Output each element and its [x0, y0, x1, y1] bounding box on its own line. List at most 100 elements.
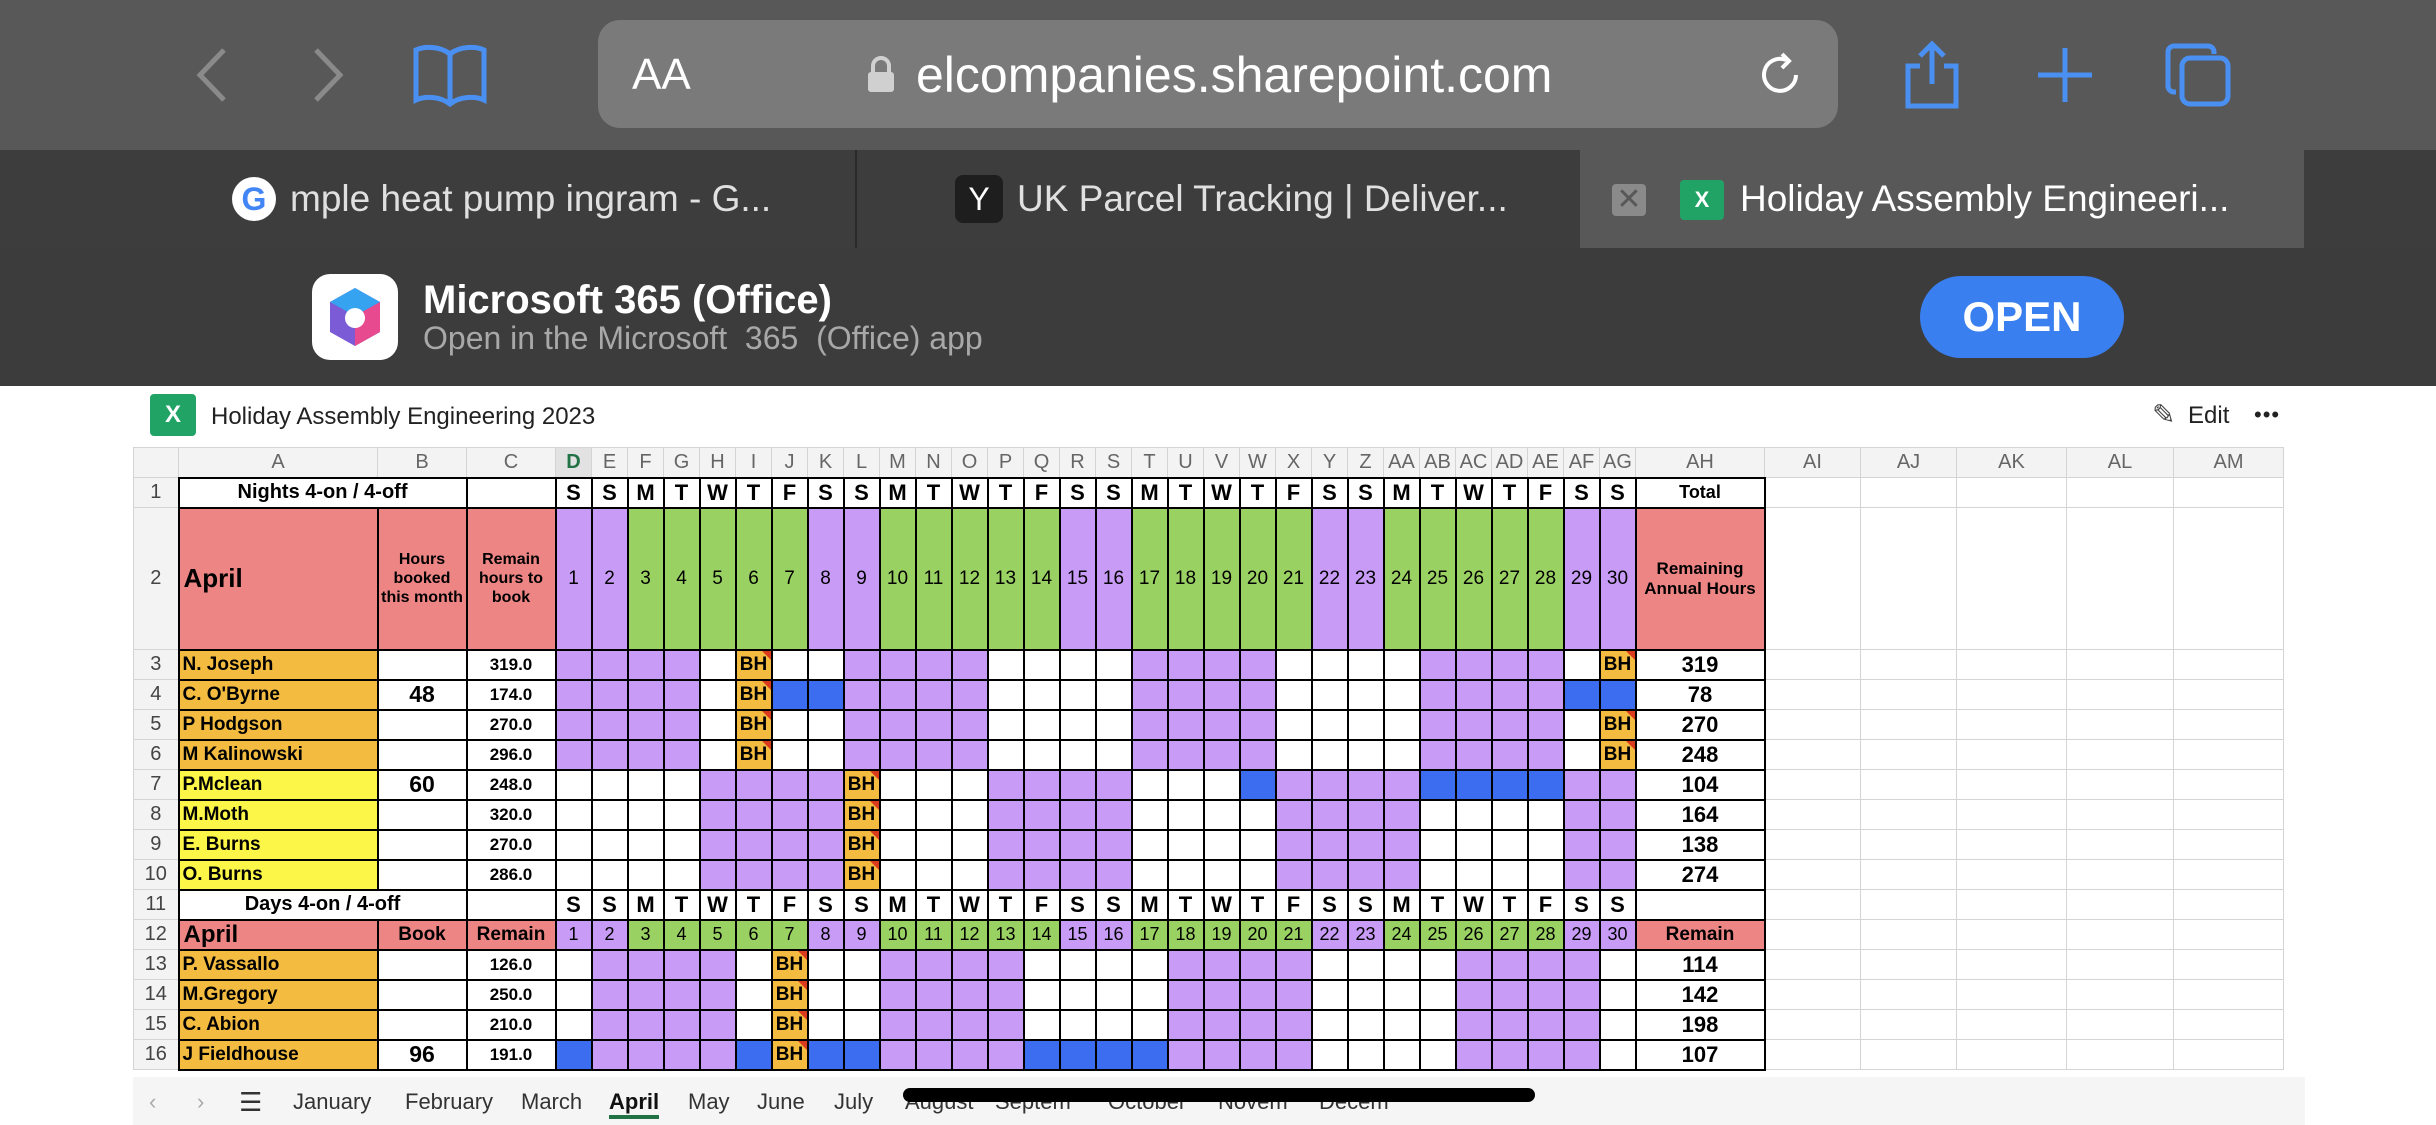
shift-cell[interactable]	[662, 738, 701, 771]
sheet-tab-february[interactable]: February	[405, 1089, 494, 1114]
day-number-cell[interactable]: 25	[1418, 918, 1457, 951]
hours-booked-cell[interactable]: 96	[376, 1038, 468, 1071]
shift-cell[interactable]	[1310, 738, 1349, 771]
shift-cell[interactable]	[1202, 768, 1241, 801]
weekday-cell[interactable]: T	[986, 476, 1025, 509]
shift-cell[interactable]	[1094, 738, 1133, 771]
column-header[interactable]: Z	[1347, 447, 1384, 478]
url-text[interactable]: elcompanies.sharepoint.com	[916, 47, 1553, 103]
shift-cell[interactable]	[1418, 1008, 1457, 1041]
weekday-cell[interactable]: S	[842, 888, 881, 921]
remaining-annual-cell[interactable]: 107	[1634, 1038, 1766, 1071]
empty-cell[interactable]	[2173, 649, 2284, 680]
shift-cell[interactable]	[1526, 798, 1565, 831]
shift-cell[interactable]	[1094, 708, 1133, 741]
shift-cell[interactable]	[734, 768, 773, 801]
employee-name[interactable]: M Kalinowski	[177, 738, 379, 771]
shift-cell[interactable]	[1526, 1008, 1565, 1041]
empty-cell[interactable]	[2173, 507, 2284, 650]
back-icon[interactable]	[180, 40, 250, 110]
weekday-cell[interactable]: F	[1022, 476, 1061, 509]
day-number-cell[interactable]: 15	[1058, 918, 1097, 951]
empty-cell[interactable]	[1956, 679, 2067, 710]
shift-cell[interactable]	[1274, 738, 1313, 771]
shift-cell[interactable]	[1526, 1038, 1565, 1071]
day-number-cell[interactable]: 2	[590, 506, 629, 651]
shift-cell[interactable]	[698, 828, 737, 861]
pencil-icon[interactable]: ✎	[2152, 399, 2176, 430]
shift-cell[interactable]	[1490, 798, 1529, 831]
bank-holiday-cell[interactable]: BH	[734, 678, 773, 711]
shift-cell[interactable]	[1094, 1038, 1133, 1071]
weekday-cell[interactable]: F	[1274, 888, 1313, 921]
weekday-cell[interactable]: F	[770, 888, 809, 921]
row-header[interactable]: 14	[133, 979, 179, 1010]
weekday-cell[interactable]: W	[698, 476, 737, 509]
shift-cell[interactable]	[1526, 828, 1565, 861]
shift-cell[interactable]	[806, 648, 845, 681]
remaining-annual-cell[interactable]: 248	[1634, 738, 1766, 771]
remain-hours-cell[interactable]: 248.0	[465, 768, 557, 801]
empty-cell[interactable]	[2066, 859, 2174, 890]
shift-cell[interactable]	[698, 798, 737, 831]
shift-cell[interactable]	[1562, 708, 1601, 741]
day-number-cell[interactable]: 23	[1346, 918, 1385, 951]
column-header[interactable]: AJ	[1860, 447, 1957, 478]
day-number-cell[interactable]: 13	[986, 506, 1025, 651]
weekday-cell[interactable]: S	[1058, 476, 1097, 509]
shift-cell[interactable]	[626, 978, 665, 1011]
shift-cell[interactable]	[554, 648, 593, 681]
shift-cell[interactable]	[1526, 858, 1565, 891]
empty-cell[interactable]	[1764, 979, 1861, 1010]
shift-cell[interactable]	[914, 948, 953, 981]
weekday-cell[interactable]: S	[842, 476, 881, 509]
empty-cell[interactable]	[1860, 949, 1957, 980]
remain-hours-cell[interactable]: 270.0	[465, 708, 557, 741]
day-number-cell[interactable]: 29	[1562, 918, 1601, 951]
column-header[interactable]: O	[951, 447, 988, 478]
tab-holiday-assembly[interactable]: ✕ X Holiday Assembly Engineeri...	[1580, 150, 2304, 248]
remaining-annual-cell[interactable]: 270	[1634, 708, 1766, 741]
shift-cell[interactable]	[1094, 948, 1133, 981]
column-header[interactable]: S	[1095, 447, 1132, 478]
column-header[interactable]: Q	[1023, 447, 1060, 478]
shift-cell[interactable]	[1346, 678, 1385, 711]
weekday-cell[interactable]: T	[1166, 476, 1205, 509]
shift-cell[interactable]	[734, 828, 773, 861]
shift-cell[interactable]	[662, 678, 701, 711]
day-number-cell[interactable]: 27	[1490, 918, 1529, 951]
shift-cell[interactable]	[1346, 978, 1385, 1011]
shift-cell[interactable]	[914, 768, 953, 801]
shift-cell[interactable]	[662, 708, 701, 741]
shift-cell[interactable]	[662, 978, 701, 1011]
shift-cell[interactable]	[1346, 1008, 1385, 1041]
row-header[interactable]: 6	[133, 739, 179, 770]
shift-cell[interactable]	[878, 738, 917, 771]
weekday-cell[interactable]: S	[554, 888, 593, 921]
empty-cell[interactable]	[1860, 1039, 1957, 1070]
remain-hours-cell[interactable]: 320.0	[465, 798, 557, 831]
weekday-cell[interactable]: T	[986, 888, 1025, 921]
remaining-annual-cell[interactable]: 142	[1634, 978, 1766, 1011]
shift-cell[interactable]	[770, 738, 809, 771]
shift-cell[interactable]	[1022, 798, 1061, 831]
day-number-cell[interactable]: 14	[1022, 506, 1061, 651]
shift-cell[interactable]	[1382, 768, 1421, 801]
empty-cell[interactable]	[1764, 1039, 1861, 1070]
shift-cell[interactable]	[1562, 738, 1601, 771]
bank-holiday-cell[interactable]: BH	[842, 798, 881, 831]
shift-cell[interactable]	[1202, 1008, 1241, 1041]
shift-cell[interactable]	[1022, 648, 1061, 681]
shift-cell[interactable]	[1202, 828, 1241, 861]
shift-cell[interactable]	[734, 798, 773, 831]
empty-cell[interactable]	[1956, 949, 2067, 980]
remain-hours-cell[interactable]: 270.0	[465, 828, 557, 861]
shift-cell[interactable]	[626, 828, 665, 861]
shift-cell[interactable]	[1094, 828, 1133, 861]
next-sheet-icon[interactable]: ›	[197, 1089, 205, 1114]
column-header[interactable]: D	[555, 447, 592, 478]
shift-cell[interactable]	[1130, 798, 1169, 831]
empty-cell[interactable]	[1956, 859, 2067, 890]
shift-cell[interactable]	[1598, 768, 1637, 801]
shift-cell[interactable]	[986, 738, 1025, 771]
